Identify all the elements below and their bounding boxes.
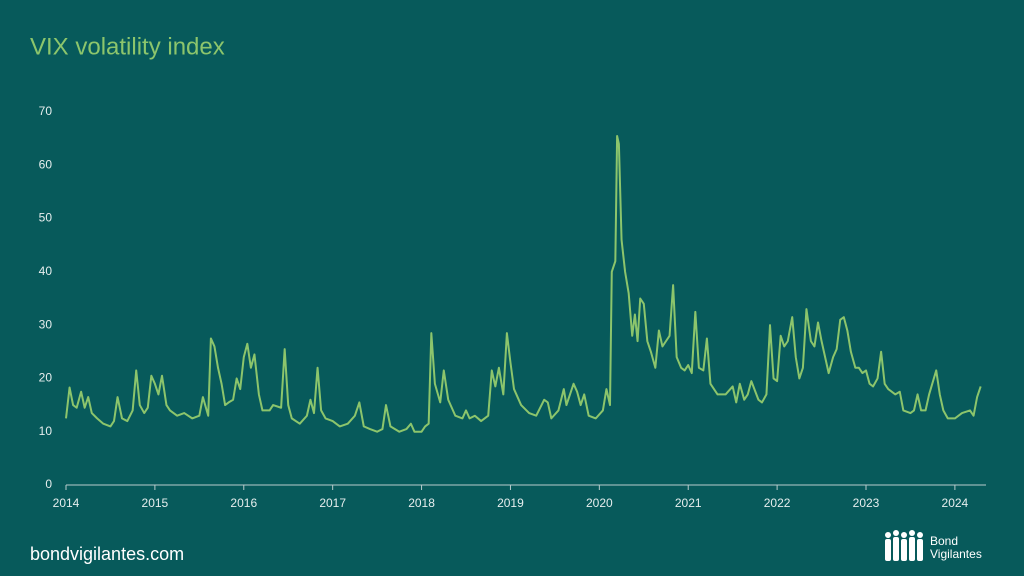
logo-text: Vigilantes — [930, 547, 982, 561]
x-tick-label: 2020 — [586, 496, 613, 510]
y-tick-label: 70 — [39, 104, 53, 118]
y-tick-label: 0 — [45, 477, 52, 491]
x-tick-label: 2016 — [230, 496, 257, 510]
x-tick-label: 2017 — [319, 496, 346, 510]
x-tick-label: 2019 — [497, 496, 524, 510]
x-tick-label: 2022 — [764, 496, 791, 510]
logo-text: Bond — [930, 534, 958, 548]
x-tick-label: 2024 — [942, 496, 969, 510]
y-tick-label: 40 — [39, 264, 53, 278]
y-tick-label: 30 — [39, 317, 53, 331]
x-tick-label: 2021 — [675, 496, 702, 510]
y-tick-label: 10 — [39, 424, 53, 438]
line-series — [65, 134, 982, 433]
x-tick-label: 2015 — [142, 496, 169, 510]
logo-figures — [885, 530, 923, 561]
x-tick-label: 2023 — [853, 496, 880, 510]
y-tick-label: 60 — [39, 157, 53, 171]
y-tick-label: 20 — [39, 371, 53, 385]
x-tick-label: 2014 — [53, 496, 80, 510]
chart-title: VIX volatility index — [30, 33, 225, 60]
x-tick-label: 2018 — [408, 496, 435, 510]
site-url: bondvigilantes.com — [30, 544, 184, 564]
y-tick-label: 50 — [39, 211, 53, 225]
